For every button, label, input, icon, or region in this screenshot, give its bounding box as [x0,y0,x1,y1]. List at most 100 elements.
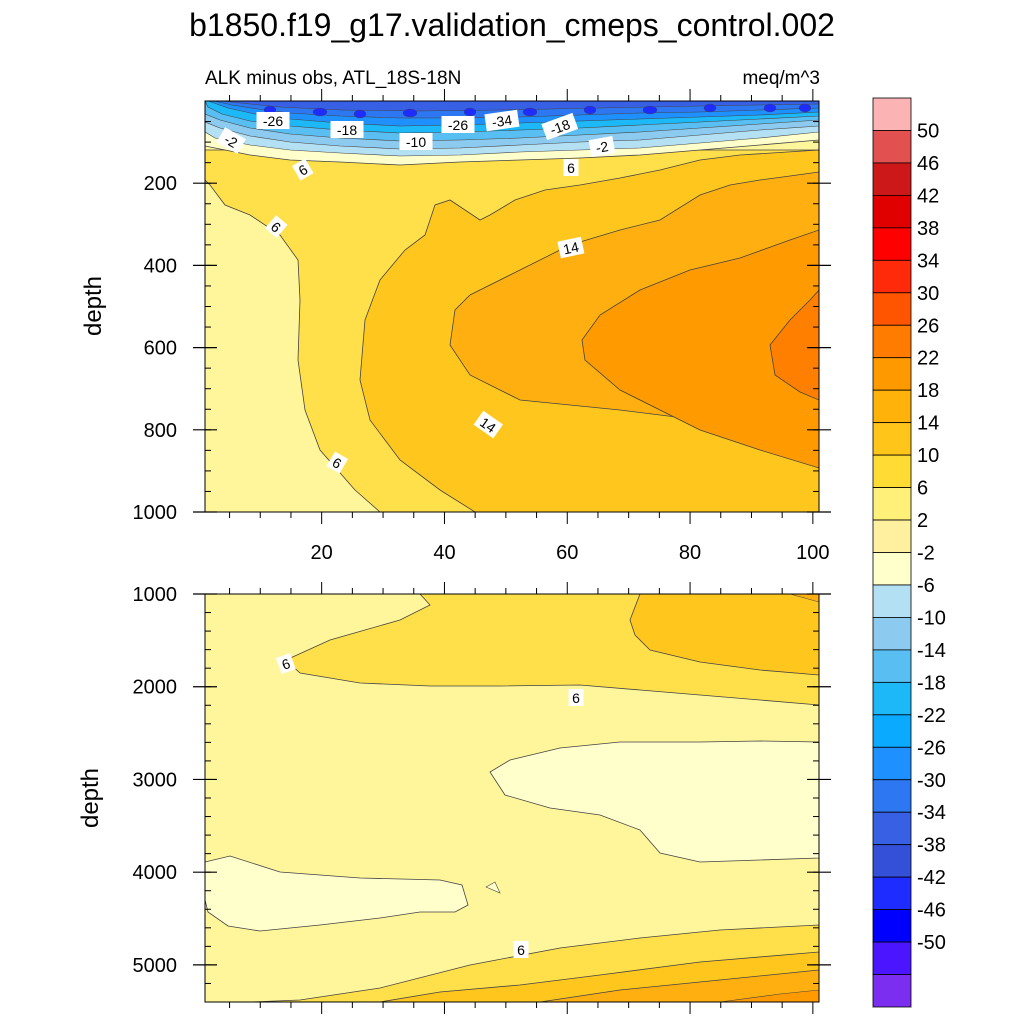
colorbar-swatch [872,97,912,131]
colorbar-tick-label: -18 [917,672,946,694]
colorbar-swatch [872,844,912,878]
lower-y-axis: 1000 2000 3000 4000 5000 [133,584,831,1003]
contour-label: -26 [256,112,290,129]
band-minus34-minus26 [221,101,819,112]
contour-label-bg [216,127,246,154]
colorbar-tick-label: 14 [917,413,939,435]
contour-label: -18 [541,112,579,141]
colorbar-swatch [872,552,912,586]
contour-label-bg [275,652,296,675]
x-tick-label: 20 [311,542,333,564]
contour-label: 6 [563,159,579,176]
lower-band-14-18-bottom [539,969,819,1002]
colorbar-swatch [872,357,912,391]
colorbar-tick-label: -38 [917,835,946,857]
y-tick-label: 200 [144,173,177,195]
contour-label: -2 [588,136,616,157]
y-tick-label: 1000 [133,502,178,524]
colorbar-swatch [872,194,912,229]
colorbar-swatch [872,259,912,294]
lower-band-18-22-bottom [719,989,819,1002]
contour-label-bg [563,159,579,176]
colorbar-swatch [872,422,912,456]
contour-label-bg [568,689,584,706]
colorbar-tick-label: 38 [917,218,939,240]
colorbar-swatch [872,227,912,261]
x-tick-label: 60 [556,542,578,564]
lower-band-minus2-2-right [489,740,819,863]
contour-label-text: 6 [517,942,525,958]
colorbar-tick-label: 6 [917,478,928,500]
contour-label-bg [292,158,314,181]
y-tick-label: 1000 [133,584,178,606]
colorbar-tick-label: 42 [917,185,939,207]
lower-band-minus2-2-left [205,855,469,932]
y-tick-label: 600 [144,338,177,360]
colorbar-swatch [872,909,912,943]
contour-label: 6 [292,158,314,181]
colorbar-tick-label: 2 [917,510,928,532]
colorbar-swatch [872,779,912,813]
contour-label-text: -26 [448,117,468,133]
colorbar-tick-label: -22 [917,705,946,727]
y-tick-label: 5000 [133,955,178,977]
contour-label-bg [326,451,348,474]
contour-label-bg [441,116,475,133]
lower-panel: 6 6 6 1000 2000 3000 4000 5000 depth [77,582,831,1014]
contour-label-bg [541,112,579,141]
colorbar-tick-label: 46 [917,153,939,175]
lower-contour-labels: 6 6 6 [275,652,584,958]
contour-label-text: 6 [567,160,575,176]
contour-label: 6 [326,451,348,474]
contour-label-bg [557,236,585,259]
lower-small-cell [485,881,501,894]
colorbar-tick-label: 30 [917,283,939,305]
contour-label: 14 [473,410,503,439]
colorbar-swatch [872,876,912,911]
colorbar-tick-label: 10 [917,445,939,467]
colorbar-swatch [872,162,912,196]
contour-label: 6 [275,652,296,675]
colorbar-swatch [872,811,912,846]
contour-label-text: -10 [406,134,426,150]
contour-label-bg [473,410,503,439]
colorbar-tick-label: -50 [917,932,946,954]
chart-title: b1850.f19_g17.validation_cmeps_control.0… [189,7,835,43]
colorbar-tick-label: -10 [917,607,946,629]
lower-band-14-18-top [789,594,819,603]
colorbar-swatch [872,454,912,488]
colorbar-swatch [872,974,912,1008]
colorbar-swatch [872,130,912,164]
colorbar: 50 46 42 38 34 30 26 22 18 14 10 6 2 -2 -6 -10 -14 -18 -22… [872,97,946,1008]
colorbar-tick-label: 22 [917,348,939,370]
contour-label-bg [265,215,288,238]
colorbar-swatch [872,746,912,781]
upper-y-label: depth [80,276,107,336]
colorbar-tick-label: -6 [917,575,935,597]
contour-label: -2 [216,127,246,154]
contour-label-bg [256,112,290,129]
contour-label-bg [330,121,364,138]
lower-y-label: depth [77,768,104,828]
contour-label-bg [484,109,520,132]
contour-label-text: 6 [572,690,580,706]
y-tick-label: 2000 [133,677,178,699]
y-tick-label: 3000 [133,769,178,791]
colorbar-swatch [872,584,912,618]
colorbar-swatch [872,487,912,521]
contour-label-bg [588,136,616,157]
colorbar-swatch [872,324,912,359]
contour-label: 6 [568,689,584,706]
colorbar-tick-label: -42 [917,867,946,889]
colorbar-tick-label: 34 [917,250,939,272]
colorbar-swatch [872,389,912,424]
upper-y-axis: 200 400 600 800 1000 [133,100,831,524]
colorbar-swatch [872,649,912,683]
y-tick-label: 800 [144,420,177,442]
colorbar-tick-label: -26 [917,737,946,759]
band-18-22 [581,229,819,469]
colorbar-tick-label: -34 [917,802,946,824]
colorbar-tick-label: -2 [917,543,935,565]
contour-label-bg [399,133,433,150]
